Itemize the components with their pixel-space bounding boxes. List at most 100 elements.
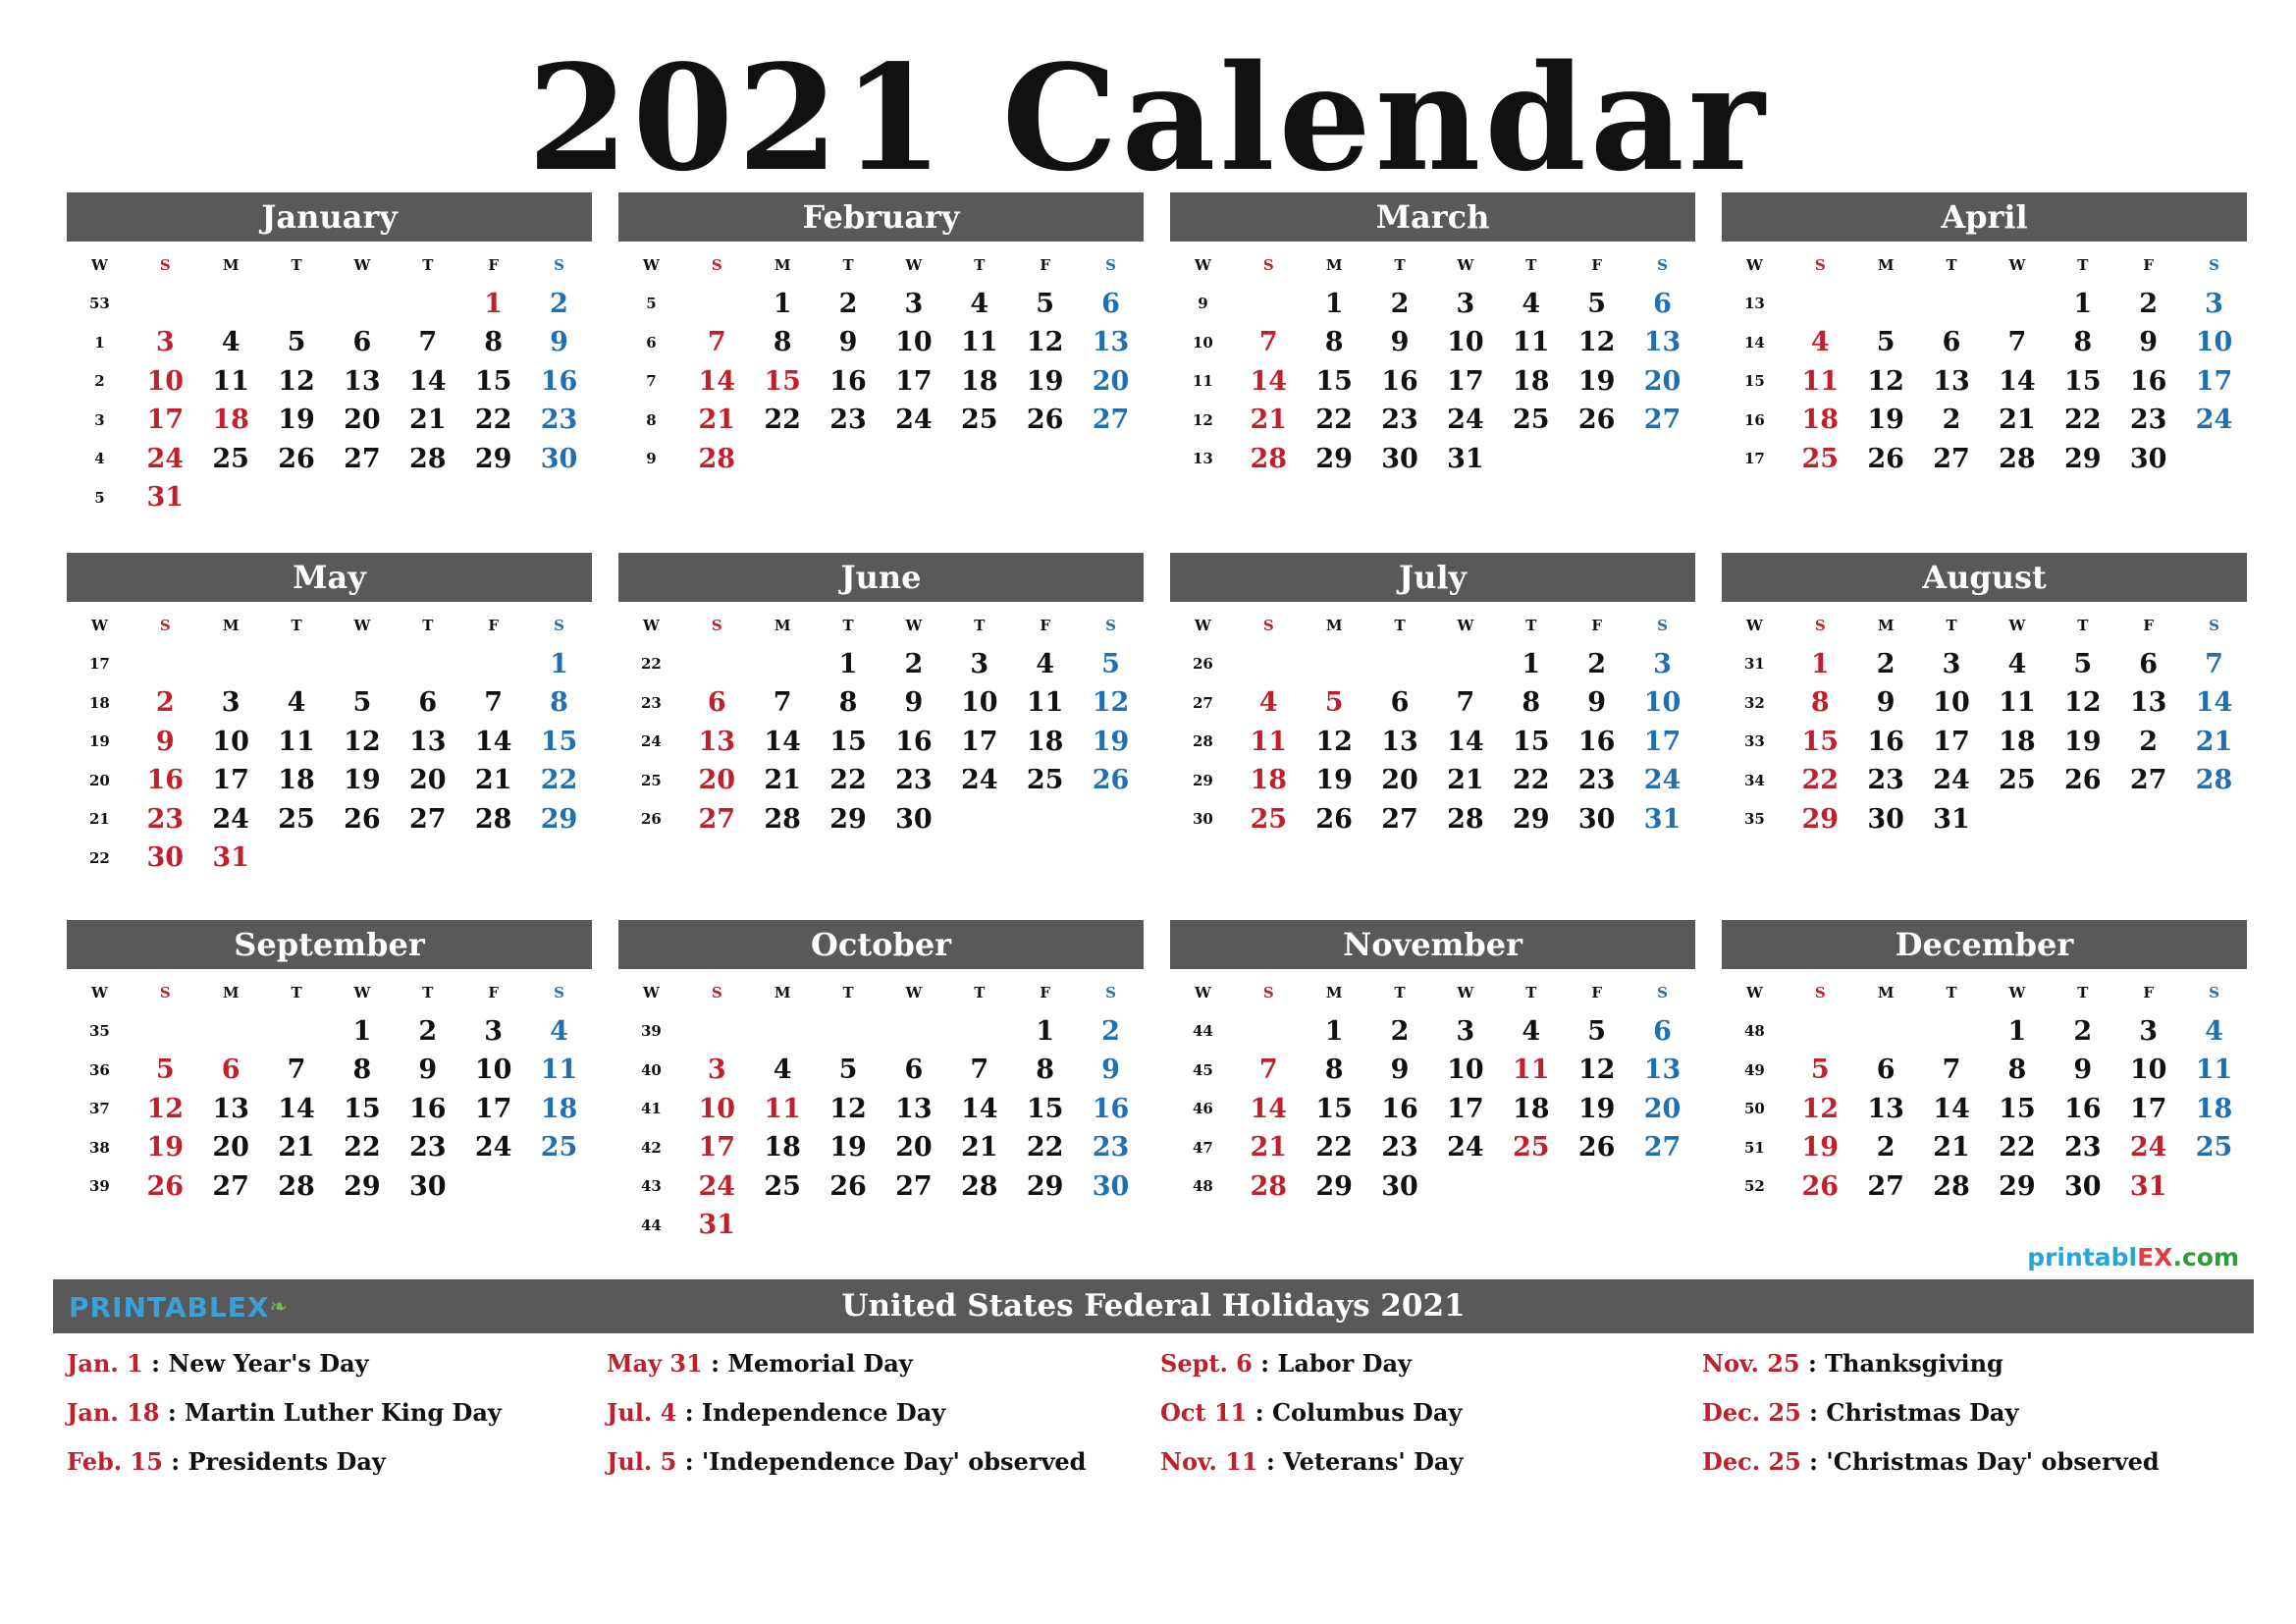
day-cell: 31: [698, 1210, 736, 1241]
day-cell: 6: [1942, 327, 1961, 358]
weekday-header: T: [291, 616, 302, 634]
day-cell: 24: [1643, 765, 1682, 796]
day-cell: 27: [1643, 405, 1682, 436]
day-cell: 30: [409, 1170, 447, 1202]
week-number: 26: [1193, 655, 1213, 674]
day-cell: 17: [474, 1093, 512, 1124]
day-cell: 6: [418, 687, 438, 719]
day-cell: 13: [895, 1093, 933, 1124]
day-cell: 5: [1876, 327, 1896, 358]
day-cell: 29: [1315, 443, 1353, 474]
day-cell: 15: [474, 365, 512, 397]
holiday-name: Labor Day: [1277, 1349, 1412, 1378]
month-grid: W S M T W T F S 39 1 2 40 3 4 5 6 7 8 9 41 10 11 12 13 14 15 16 42 1…: [618, 973, 1144, 1245]
week-number: 42: [641, 1138, 662, 1157]
day-cell: 19: [1577, 365, 1616, 397]
day-cell: 24: [1447, 1132, 1484, 1164]
day-cell: 22: [1513, 765, 1550, 796]
day-cell: 26: [1315, 803, 1353, 835]
holiday-column: May 31 : Memorial Day Jul. 4 : Independen…: [607, 1339, 1156, 1487]
weekday-header: W: [1457, 983, 1474, 1001]
day-cell: 20: [1643, 365, 1682, 397]
weekday-header: M: [1877, 255, 1895, 274]
day-cell: 12: [1092, 687, 1130, 719]
day-cell: 28: [278, 1170, 315, 1202]
day-cell: 27: [1933, 443, 1970, 474]
day-cell: 6: [221, 1055, 240, 1086]
day-cell: 1: [1522, 648, 1541, 679]
month-header: September: [67, 920, 592, 969]
day-cell: 24: [212, 803, 249, 835]
day-cell: 14: [474, 726, 512, 757]
day-cell: 26: [1577, 405, 1616, 436]
weekday-header: S: [1657, 616, 1668, 634]
week-number: 52: [1744, 1177, 1765, 1196]
day-cell: 18: [1250, 765, 1288, 796]
day-cell: 12: [1315, 726, 1353, 757]
day-cell: 12: [344, 726, 381, 757]
empty-day-cell: [395, 285, 460, 324]
day-cell: 8: [1324, 1055, 1344, 1086]
day-cell: 7: [2007, 327, 2027, 358]
weekday-header: T: [422, 983, 434, 1001]
week-number: 53: [89, 295, 110, 313]
day-cell: 22: [1315, 1132, 1353, 1164]
week-number: 9: [1198, 295, 1208, 313]
weekday-header: M: [774, 255, 791, 274]
week-number: 26: [641, 810, 662, 829]
empty-day-cell: [1433, 645, 1499, 684]
day-cell: 25: [764, 1170, 801, 1202]
day-cell: 19: [146, 1132, 185, 1164]
day-cell: 10: [474, 1055, 512, 1086]
empty-day-cell: [264, 1012, 330, 1052]
empty-day-cell: [1853, 1012, 1919, 1052]
day-cell: 2: [1876, 648, 1896, 679]
day-cell: 15: [1315, 1093, 1353, 1124]
month-header: December: [1722, 920, 2247, 969]
week-number: 46: [1193, 1100, 1213, 1118]
empty-day-cell: [816, 440, 881, 479]
day-cell: 25: [961, 405, 998, 436]
day-cell: 29: [344, 1170, 381, 1202]
day-cell: 21: [1933, 1132, 1970, 1164]
day-cell: 23: [829, 405, 867, 436]
weekday-header: S: [1814, 255, 1826, 274]
weekday-header: S: [1262, 983, 1274, 1001]
day-cell: 12: [829, 1093, 867, 1124]
weekday-header: W: [2008, 983, 2026, 1001]
empty-day-cell: [526, 839, 592, 878]
day-cell: 3: [2205, 288, 2223, 319]
day-cell: 15: [1315, 365, 1353, 397]
weekday-header: F: [1040, 255, 1051, 274]
day-cell: 6: [2139, 648, 2159, 679]
day-cell: 3: [1456, 1015, 1475, 1047]
day-cell: 12: [1026, 327, 1064, 358]
day-cell: 1: [2073, 288, 2093, 319]
day-cell: 29: [1513, 803, 1550, 835]
day-cell: 13: [212, 1093, 249, 1124]
empty-day-cell: [946, 1206, 1012, 1245]
day-cell: 30: [2064, 1170, 2102, 1202]
day-cell: 23: [895, 765, 933, 796]
day-cell: 16: [1381, 365, 1418, 397]
day-cell: 7: [2205, 648, 2223, 679]
empty-day-cell: [816, 1206, 881, 1245]
day-cell: 13: [1933, 365, 1970, 397]
day-cell: 31: [1933, 803, 1970, 835]
day-cell: 5: [1810, 1055, 1830, 1086]
day-cell: 23: [1381, 405, 1418, 436]
day-cell: 22: [2064, 405, 2102, 436]
day-cell: 15: [2064, 365, 2102, 397]
day-cell: 4: [221, 327, 240, 358]
day-cell: 10: [2129, 1055, 2167, 1086]
day-cell: 16: [1381, 1093, 1418, 1124]
week-number: 14: [1744, 333, 1765, 352]
holiday-name: Martin Luther King Day: [185, 1398, 502, 1427]
holiday-separator: :: [142, 1349, 169, 1378]
day-cell: 25: [1513, 1132, 1550, 1164]
day-cell: 6: [904, 1055, 924, 1086]
empty-day-cell: [264, 285, 330, 324]
week-number: 39: [89, 1177, 110, 1196]
day-cell: 21: [1999, 405, 2036, 436]
day-cell: 3: [221, 687, 240, 719]
